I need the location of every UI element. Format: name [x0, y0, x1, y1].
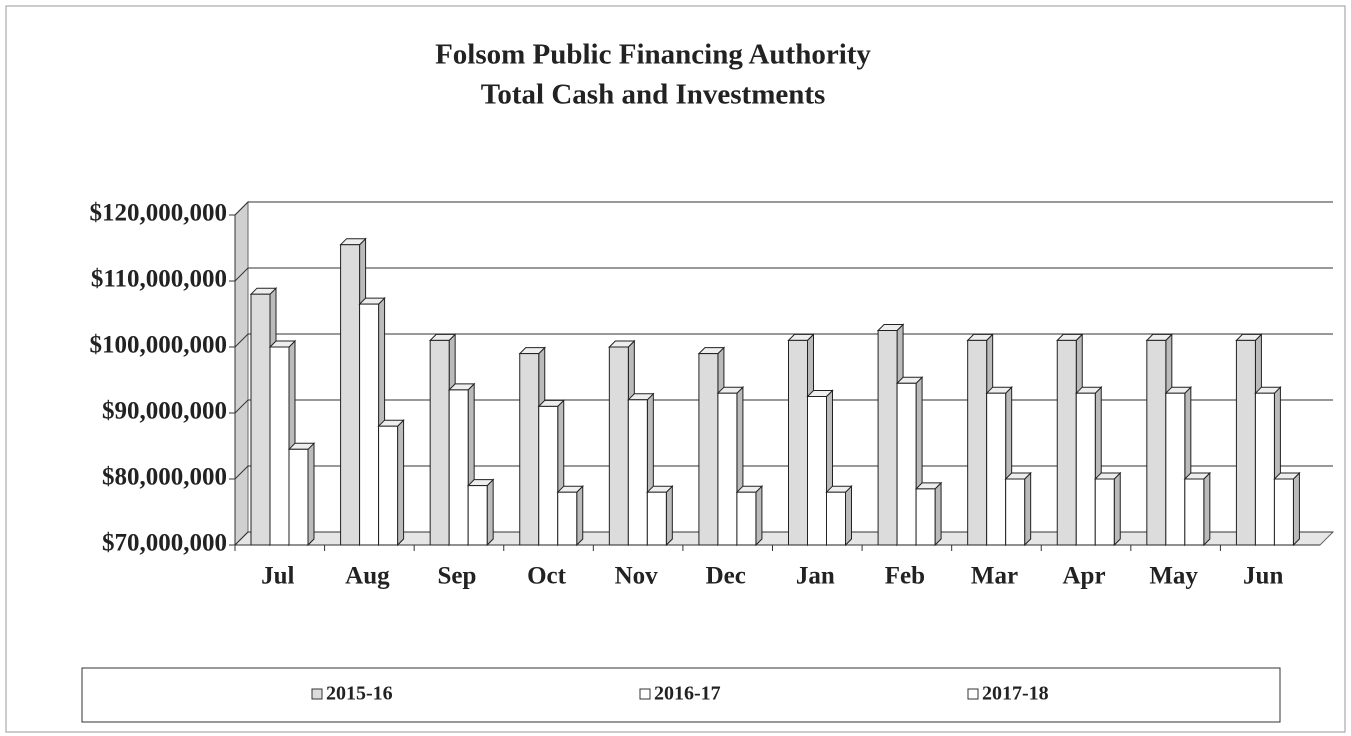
- bar: [627, 399, 648, 546]
- legend-swatch: [311, 688, 323, 700]
- bar-side: [1024, 471, 1032, 547]
- bar-side: [845, 484, 852, 547]
- grid-line: [234, 333, 1333, 348]
- x-tick-label: Jul: [261, 563, 294, 590]
- bar: [1165, 392, 1186, 546]
- bar-side: [934, 481, 942, 547]
- chart-border: [5, 5, 1346, 733]
- chart-title: Folsom Public Financing Authority: [435, 39, 871, 71]
- bar: [736, 491, 757, 546]
- y-tick-label: $120,000,000: [90, 200, 228, 227]
- bar-side: [665, 484, 673, 547]
- bar: [1094, 478, 1115, 546]
- bar: [826, 491, 846, 546]
- bar-side: [307, 442, 315, 547]
- bar: [269, 346, 290, 546]
- bar-group: [914, 481, 943, 547]
- bar-group: [377, 418, 405, 547]
- y-tick-label: $110,000,000: [91, 266, 227, 293]
- grid-line: [234, 201, 1333, 216]
- bar: [807, 396, 827, 546]
- bar: [340, 244, 361, 546]
- bar: [538, 405, 559, 546]
- bar: [1273, 478, 1294, 546]
- bar: [359, 303, 380, 546]
- x-tick-label: May: [1149, 563, 1198, 590]
- x-tick-label: Mar: [971, 563, 1018, 590]
- bar: [1235, 339, 1256, 546]
- x-tick-label: Oct: [527, 563, 567, 590]
- x-tick-label: Jun: [1243, 563, 1283, 590]
- x-tick-label: Sep: [438, 563, 477, 590]
- bar: [467, 485, 488, 546]
- bar: [646, 491, 667, 546]
- legend-box: [81, 667, 1281, 723]
- back-wall: [234, 200, 249, 547]
- bar-group: [287, 442, 316, 547]
- x-tick-label: Nov: [615, 563, 659, 590]
- bar-group: [735, 484, 764, 547]
- x-tick-label: Aug: [345, 563, 390, 590]
- bar: [1056, 339, 1077, 546]
- bar: [967, 339, 988, 546]
- legend-label: 2015-16: [326, 683, 393, 705]
- bar-side: [397, 418, 405, 547]
- y-tick-label: $70,000,000: [102, 530, 227, 557]
- x-tick-label: Dec: [706, 563, 746, 590]
- bar-side: [1113, 471, 1121, 547]
- bar-group: [825, 484, 853, 547]
- bar: [986, 392, 1007, 546]
- bar-group: [556, 484, 584, 547]
- bar: [1005, 478, 1026, 546]
- bar: [1075, 392, 1096, 546]
- bar: [717, 392, 738, 546]
- bar-group: [358, 296, 386, 547]
- y-tick-label: $90,000,000: [102, 398, 227, 425]
- bar: [1184, 478, 1205, 546]
- bar: [1254, 392, 1275, 546]
- bar: [557, 491, 578, 546]
- y-tick-label: $100,000,000: [90, 332, 228, 359]
- legend-swatch: [967, 688, 979, 700]
- x-tick-label: Jan: [796, 563, 835, 590]
- x-tick-label: Apr: [1063, 563, 1106, 590]
- bar: [698, 353, 719, 546]
- bar: [519, 353, 540, 546]
- chart-subtitle: Total Cash and Investments: [481, 79, 826, 111]
- bar-group: [466, 478, 495, 547]
- bar: [250, 293, 271, 546]
- bar: [1146, 339, 1167, 546]
- grid-line: [234, 267, 1333, 282]
- bar-group: [1183, 471, 1212, 547]
- legend-label: 2017-18: [982, 683, 1049, 705]
- bar: [788, 339, 808, 546]
- x-tick-label: Feb: [885, 563, 925, 590]
- bar-side: [486, 478, 494, 547]
- bar: [288, 448, 309, 546]
- bar: [896, 382, 917, 546]
- bar: [378, 425, 399, 546]
- bar-side: [755, 484, 763, 547]
- bar-group: [646, 484, 674, 547]
- bar: [915, 488, 936, 546]
- bar: [877, 330, 898, 546]
- bar-group: [1094, 471, 1122, 547]
- legend-label: 2016-17: [654, 683, 721, 705]
- bar-side: [576, 484, 584, 547]
- bar: [429, 339, 450, 546]
- bar-group: [1273, 471, 1301, 547]
- bar-group: [1004, 471, 1032, 547]
- bar: [448, 389, 469, 546]
- y-tick-label: $80,000,000: [102, 464, 227, 491]
- bar-side: [1292, 471, 1300, 547]
- bar: [608, 346, 629, 546]
- bar-side: [1203, 471, 1211, 547]
- legend-swatch: [639, 688, 651, 700]
